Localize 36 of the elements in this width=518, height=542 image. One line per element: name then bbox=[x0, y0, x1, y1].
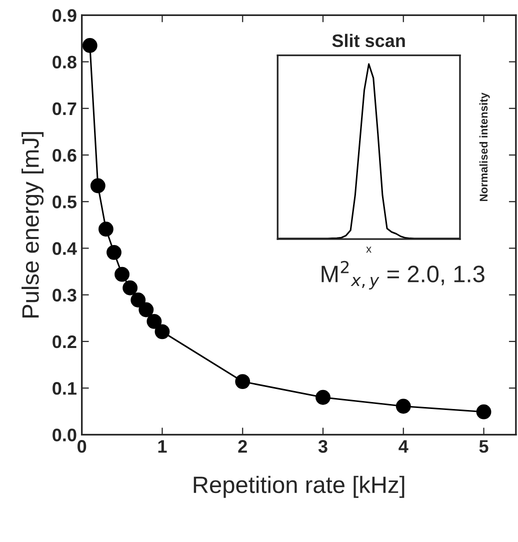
point bbox=[130, 292, 146, 308]
point bbox=[396, 398, 411, 414]
point bbox=[138, 302, 154, 318]
point bbox=[82, 38, 98, 53]
point bbox=[90, 178, 106, 194]
y-tick-label: 0.4 bbox=[52, 242, 77, 255]
point bbox=[154, 324, 170, 340]
y-tick-label: 0.2 bbox=[52, 335, 76, 348]
x-tick-label: 4 bbox=[398, 440, 408, 453]
chart-title: Slit scan bbox=[332, 34, 405, 48]
point bbox=[114, 266, 130, 282]
point bbox=[106, 244, 122, 260]
x-axis-title: x bbox=[366, 246, 372, 253]
y-tick-label: 0.3 bbox=[52, 288, 76, 302]
point bbox=[98, 222, 114, 237]
point bbox=[146, 314, 162, 329]
y-tick-label: 0.7 bbox=[52, 102, 76, 116]
y-tick-label: 0.1 bbox=[52, 382, 76, 395]
y-tick-label: 0.0 bbox=[52, 428, 76, 442]
point bbox=[122, 280, 138, 296]
y-tick-label: 0.8 bbox=[52, 56, 76, 69]
point bbox=[235, 374, 250, 390]
y-axis-title: Pulse energy [mJ] bbox=[22, 132, 44, 318]
y-tick-label: 0.5 bbox=[52, 196, 76, 208]
x-tick-label: 1 bbox=[158, 440, 167, 453]
y-axis-title: Normalised intensity bbox=[479, 92, 490, 202]
annotation: M$^{2}$$_{x,y}$ = 2.0, 1.3 bbox=[322, 260, 484, 290]
y-tick-label: 0.9 bbox=[52, 9, 76, 22]
x-tick-label: 0 bbox=[78, 440, 86, 453]
x-tick-label: 2 bbox=[238, 440, 247, 453]
x-axis-title: Repetition rate [kHz] bbox=[194, 476, 404, 498]
x-tick-label: 3 bbox=[318, 440, 328, 453]
x-tick-label: 5 bbox=[479, 440, 488, 453]
point bbox=[316, 390, 330, 405]
point bbox=[476, 404, 492, 420]
y-tick-label: 0.6 bbox=[52, 148, 76, 162]
